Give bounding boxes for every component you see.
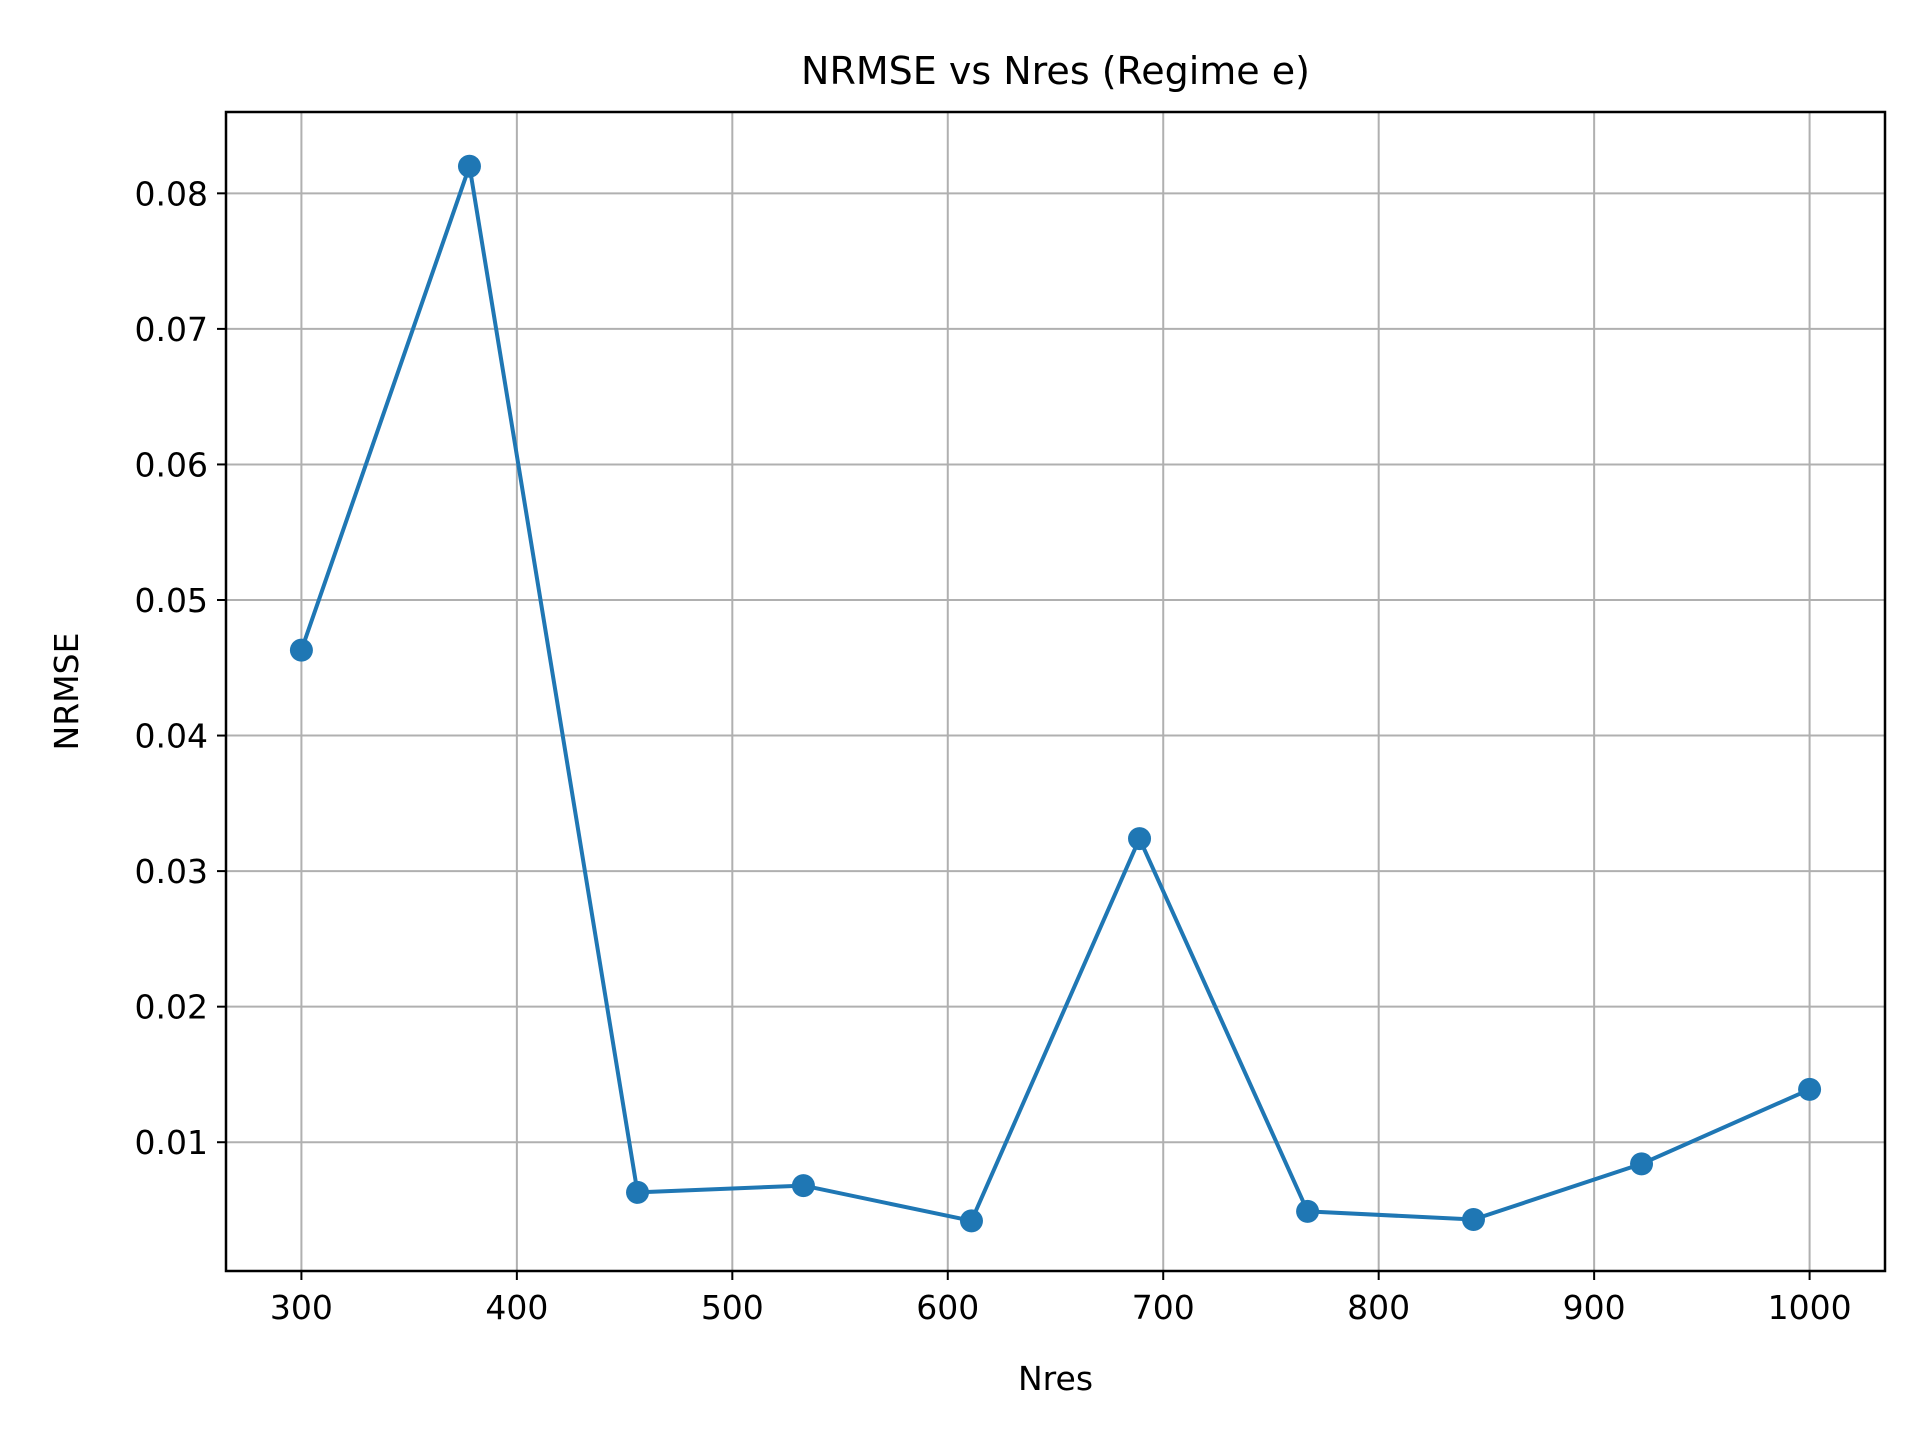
data-point: [289, 638, 313, 662]
data-point: [457, 154, 481, 178]
series-layer: [289, 154, 1822, 1233]
axis-ticks: 300 400 500 600 700 800 900 1000 0.01 0.02 0.03 0.0…: [135, 174, 1852, 1327]
series-line: [299, 164, 1811, 1223]
y-tick-label: 0.06: [135, 445, 208, 484]
data-point: [1798, 1077, 1822, 1101]
data-point: [1461, 1207, 1485, 1231]
y-tick-label: 0.04: [135, 717, 208, 756]
x-tick-label: 1000: [1768, 1288, 1852, 1327]
data-point: [1630, 1152, 1654, 1176]
x-tick-label: 500: [701, 1288, 764, 1327]
data-point: [791, 1174, 815, 1198]
y-tick-label: 0.03: [135, 852, 208, 891]
x-tick-label: 400: [485, 1288, 548, 1327]
plot-frame: [224, 110, 1887, 1273]
x-tick-label: 300: [270, 1288, 333, 1327]
y-tick-label: 0.07: [135, 310, 208, 349]
x-axis-label: Nres: [1018, 1359, 1093, 1398]
y-tick-label: 0.05: [135, 581, 208, 620]
grid: [226, 112, 1885, 1271]
chart-title: NRMSE vs Nres (Regime e): [801, 49, 1310, 93]
data-point: [626, 1180, 650, 1204]
x-tick-label: 700: [1132, 1288, 1195, 1327]
x-tick-label: 900: [1563, 1288, 1626, 1327]
data-point: [1128, 827, 1152, 851]
y-tick-label: 0.02: [135, 988, 208, 1027]
y-tick-label: 0.08: [135, 174, 208, 213]
x-tick-label: 800: [1347, 1288, 1410, 1327]
y-axis-label: NRMSE: [47, 633, 86, 751]
y-tick-label: 0.01: [135, 1123, 208, 1162]
data-point: [1296, 1199, 1320, 1223]
x-tick-label: 600: [916, 1288, 979, 1327]
data-point: [959, 1209, 983, 1233]
